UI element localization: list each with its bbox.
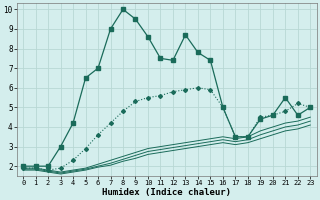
X-axis label: Humidex (Indice chaleur): Humidex (Indice chaleur)	[102, 188, 231, 197]
